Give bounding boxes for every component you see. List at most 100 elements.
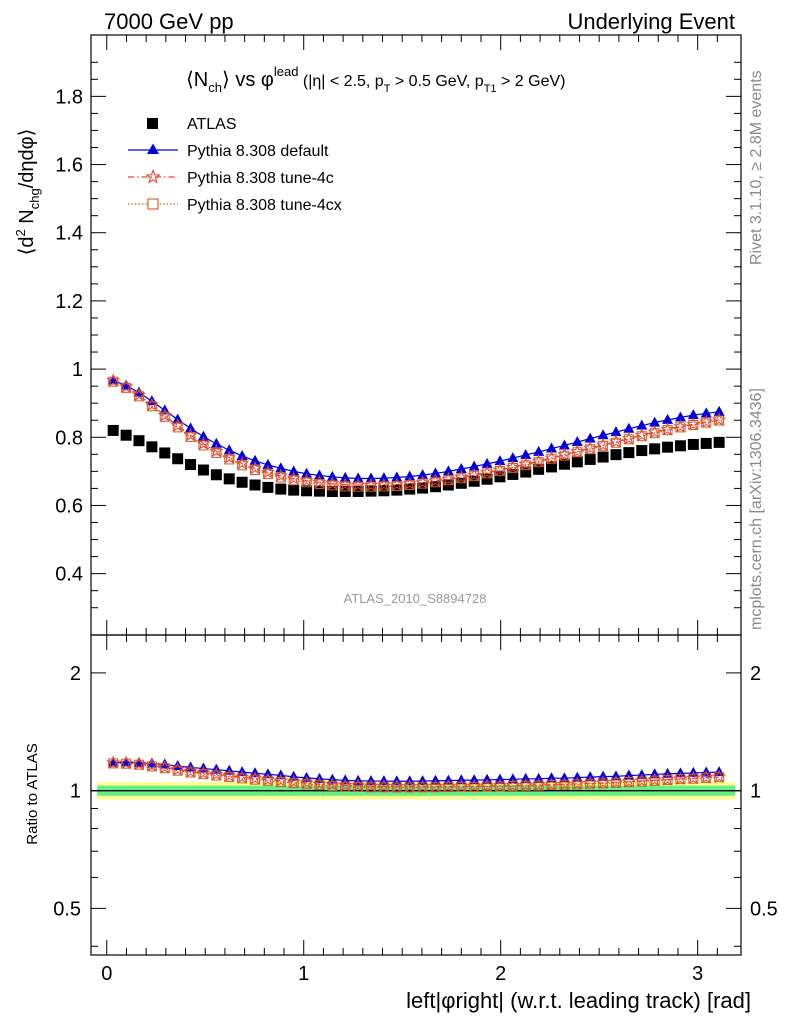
ratio-series-layer <box>106 755 727 793</box>
data-point-series-ratio-2 <box>121 758 132 769</box>
data-point-series-ratio-2 <box>688 773 699 784</box>
data-point-series-0 <box>520 466 532 478</box>
data-point-series-1 <box>584 432 596 443</box>
main-series-layer <box>106 373 727 497</box>
data-point-series-3 <box>610 437 621 448</box>
data-point-series-ratio-2 <box>649 775 660 786</box>
data-point-series-2 <box>583 440 598 455</box>
rivet-label: Rivet 3.1.10, ≥ 2.8M events <box>748 70 765 265</box>
data-point-series-1 <box>391 471 403 482</box>
data-point-series-2 <box>699 414 714 428</box>
data-point-series-3 <box>585 444 596 455</box>
data-point-series-2 <box>686 416 701 431</box>
data-point-series-ratio-2 <box>585 778 596 789</box>
data-point-series-0 <box>662 441 674 453</box>
data-point-series-0 <box>288 484 300 496</box>
data-point-series-1 <box>597 429 609 440</box>
data-point-series-1 <box>275 462 287 473</box>
data-point-series-3 <box>378 481 389 492</box>
data-point-series-3 <box>391 481 402 492</box>
data-point-series-1 <box>687 409 699 420</box>
data-point-series-3 <box>546 453 557 464</box>
data-point-series-ratio-2 <box>108 758 119 769</box>
data-point-series-3 <box>701 417 712 428</box>
ratio-axis-ticks <box>91 635 741 955</box>
data-point-series-1 <box>417 469 429 480</box>
data-point-series-3 <box>482 468 493 479</box>
ratio-y-tick-label-right: 0.5 <box>750 898 778 920</box>
x-tick-label: 3 <box>692 963 703 985</box>
data-point-series-3 <box>662 425 673 436</box>
data-point-series-3 <box>675 422 686 433</box>
data-point-series-2 <box>608 434 624 448</box>
data-point-series-3 <box>533 457 544 468</box>
data-point-series-1 <box>455 462 467 473</box>
data-point-series-1 <box>262 458 274 469</box>
data-point-series-ratio-2 <box>598 778 609 789</box>
plot-title: ⟨Nch⟩ vs φlead (|η| < 2.5, pT > 0.5 GeV,… <box>186 64 565 95</box>
data-point-series-0 <box>197 464 209 476</box>
ratio-y-tick-labels-right: 0.5 1 2 <box>750 663 778 920</box>
data-point-series-2 <box>621 431 636 445</box>
data-point-series-3 <box>456 473 467 484</box>
data-point-series-ratio-2 <box>391 782 402 793</box>
data-point-series-ratio-2 <box>417 782 428 793</box>
data-point-series-ratio-2 <box>675 774 686 785</box>
data-point-series-0 <box>713 436 725 448</box>
header-right: Underlying Event <box>567 9 735 34</box>
data-point-series-3 <box>301 477 312 488</box>
data-point-series-1 <box>378 472 390 483</box>
data-point-series-1 <box>533 445 545 456</box>
main-y-tick-labels: 0.4 0.6 0.8 1 1.2 1.4 1.6 1.8 <box>55 86 83 585</box>
data-point-series-ratio-2 <box>353 781 364 792</box>
data-point-series-3 <box>598 440 609 451</box>
data-point-series-1 <box>713 405 725 416</box>
data-point-series-3 <box>623 434 634 445</box>
data-point-series-ratio-2 <box>288 778 299 789</box>
data-point-series-1 <box>623 422 635 433</box>
main-y-tick-label: 0.8 <box>55 427 83 449</box>
data-point-series-1 <box>558 439 570 450</box>
data-point-series-2 <box>647 424 662 439</box>
data-point-series-0 <box>185 459 197 471</box>
legend-label-default: Pythia 8.308 default <box>187 143 329 160</box>
legend-label-atlas: ATLAS <box>187 116 237 133</box>
ratio-uncertainty-band <box>91 782 741 800</box>
main-y-tick-label: 1.2 <box>55 291 83 313</box>
legend: ATLAS Pythia 8.308 default Pythia 8.308 … <box>128 116 342 214</box>
data-point-series-1 <box>210 437 222 448</box>
data-point-series-0 <box>687 438 699 450</box>
data-point-series-3 <box>520 460 531 471</box>
legend-entry-default: Pythia 8.308 default <box>128 143 329 160</box>
data-point-series-3 <box>185 431 196 442</box>
data-point-series-3 <box>404 480 415 490</box>
data-point-series-0 <box>223 473 235 485</box>
data-point-series-0 <box>571 456 583 468</box>
data-point-series-0 <box>558 458 570 470</box>
data-point-series-ratio-2 <box>327 780 338 791</box>
data-point-series-0 <box>610 449 622 461</box>
data-point-series-ratio-0 <box>146 757 158 768</box>
ratio-y-tick-label-right: 1 <box>750 781 761 803</box>
data-point-series-3 <box>443 475 454 486</box>
ratio-y-tick-label: 0.5 <box>53 898 81 920</box>
x-tick-label: 1 <box>298 963 309 985</box>
data-point-series-0 <box>326 485 338 497</box>
legend-entry-tune4c: Pythia 8.308 tune-4c <box>128 168 334 187</box>
data-point-series-0 <box>674 440 686 452</box>
header-left: 7000 GeV pp <box>104 9 234 34</box>
data-point-series-1 <box>610 426 622 437</box>
data-point-series-3 <box>353 481 364 492</box>
data-point-series-ratio-2 <box>366 782 377 793</box>
data-point-series-1 <box>649 416 661 427</box>
data-point-series-0 <box>507 468 519 480</box>
data-point-series-1 <box>442 465 454 476</box>
series-line-2 <box>112 380 720 486</box>
ratio-plot-panel: 0.5 1 2 0.5 1 2 0 1 2 3 Ratio to ATLAS left|φri… <box>24 634 778 1013</box>
data-point-series-0 <box>546 461 558 473</box>
data-point-series-ratio-2 <box>610 777 621 788</box>
data-point-series-0 <box>262 481 274 493</box>
x-tick-label: 2 <box>495 963 506 985</box>
data-point-series-3 <box>649 428 660 439</box>
data-point-series-3 <box>262 469 273 480</box>
